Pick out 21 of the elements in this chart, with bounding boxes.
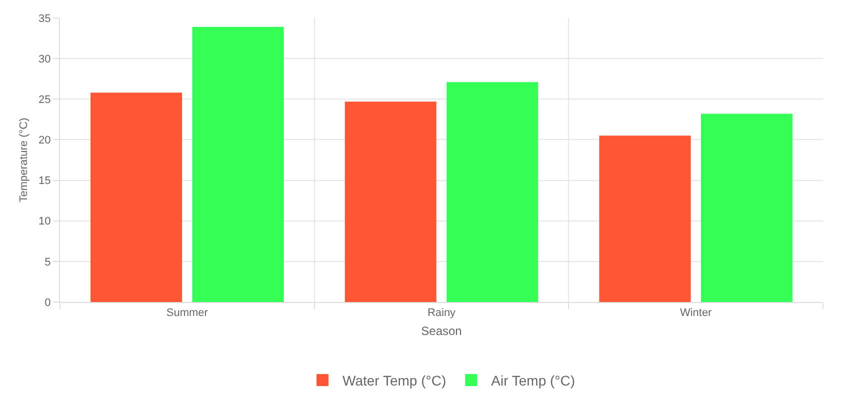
y-tick-label: 25 [38,94,51,106]
y-tick-label: 15 [38,175,51,188]
y-tick-label: 5 [44,256,51,268]
bar [700,114,792,302]
x-tick-label: Summer [166,307,208,320]
legend-label: Air Temp (°C) [491,372,576,389]
y-tick-label: 30 [38,53,51,66]
y-tick-label: 35 [38,12,51,25]
bar [90,92,182,302]
bar [599,136,691,302]
y-tick-label: 10 [38,216,51,228]
x-tick-label: Winter [680,307,712,320]
x-tick-label: Rainy [427,307,456,320]
y-tick-label: 0 [44,296,51,309]
bar [446,82,538,302]
bar [344,102,436,302]
bar [192,26,284,302]
x-axis-title: Season [421,324,462,338]
y-tick-label: 20 [38,134,51,147]
legend-label: Water Temp (°C) [342,372,446,389]
y-axis-title: Temperature (°C) [18,118,30,202]
